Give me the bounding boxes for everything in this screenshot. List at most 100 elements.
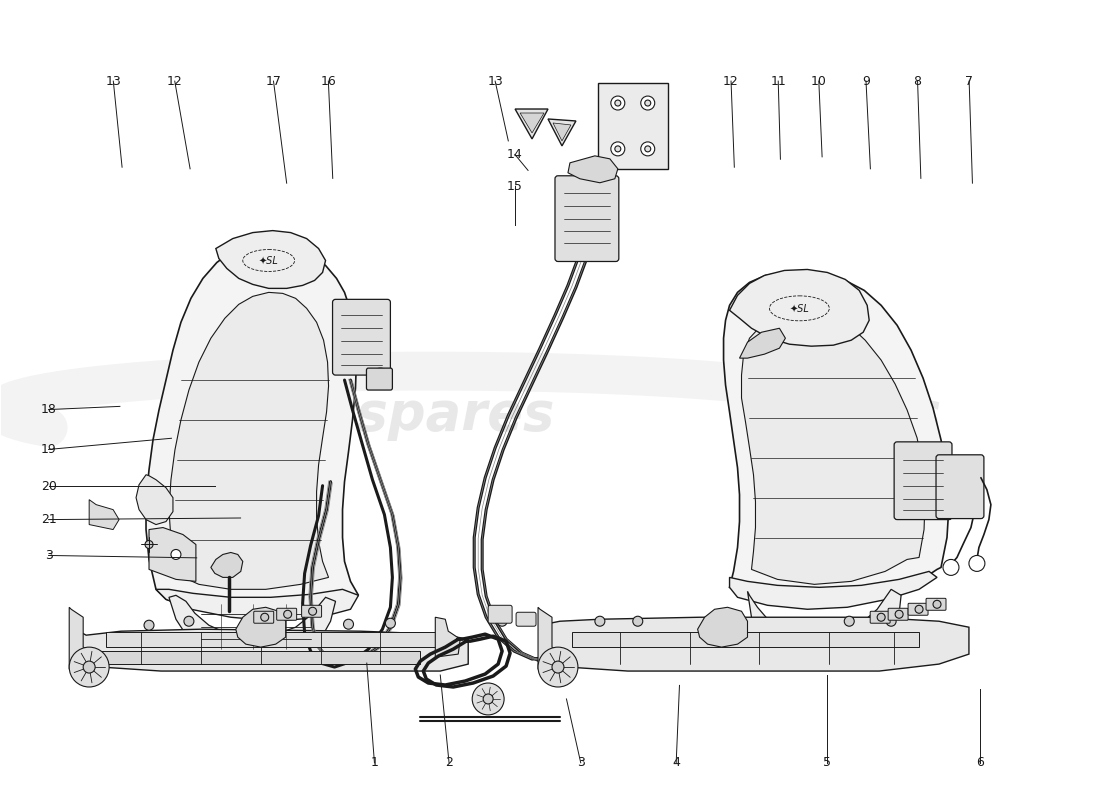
Text: 5: 5: [823, 756, 830, 770]
Text: .es: .es: [855, 389, 942, 441]
Polygon shape: [748, 590, 901, 662]
Circle shape: [610, 96, 625, 110]
Circle shape: [887, 616, 896, 626]
Polygon shape: [211, 553, 243, 578]
Circle shape: [343, 619, 353, 630]
Polygon shape: [69, 607, 97, 669]
Circle shape: [615, 146, 620, 152]
Text: 14: 14: [507, 148, 522, 161]
FancyBboxPatch shape: [894, 442, 952, 519]
Circle shape: [145, 541, 153, 549]
Polygon shape: [568, 156, 618, 182]
Text: 1: 1: [371, 756, 378, 770]
Polygon shape: [538, 607, 566, 669]
Text: 18: 18: [41, 403, 56, 416]
Polygon shape: [436, 618, 460, 657]
Circle shape: [895, 610, 903, 618]
Circle shape: [641, 142, 654, 156]
Text: 15: 15: [507, 180, 522, 193]
Circle shape: [632, 616, 642, 626]
Circle shape: [641, 96, 654, 110]
Text: 16: 16: [320, 74, 337, 88]
Circle shape: [309, 607, 317, 615]
Polygon shape: [572, 632, 920, 647]
Polygon shape: [729, 270, 869, 346]
Circle shape: [472, 683, 504, 715]
Circle shape: [483, 694, 493, 704]
Polygon shape: [739, 328, 785, 358]
Text: 4: 4: [672, 756, 680, 770]
Circle shape: [69, 647, 109, 687]
Circle shape: [84, 661, 96, 673]
Text: ✦SL: ✦SL: [790, 303, 810, 314]
Text: 13: 13: [106, 74, 121, 88]
FancyBboxPatch shape: [888, 608, 909, 620]
FancyBboxPatch shape: [488, 606, 513, 623]
Text: 11: 11: [770, 74, 786, 88]
Text: 12: 12: [167, 74, 183, 88]
Text: 7: 7: [965, 74, 974, 88]
Text: 20: 20: [41, 480, 56, 493]
Circle shape: [284, 610, 292, 618]
Polygon shape: [515, 109, 548, 139]
Circle shape: [645, 146, 651, 152]
Polygon shape: [553, 123, 571, 141]
Circle shape: [915, 606, 923, 614]
FancyBboxPatch shape: [277, 608, 297, 620]
Circle shape: [933, 600, 940, 608]
Polygon shape: [136, 474, 173, 525]
Text: 17: 17: [265, 74, 282, 88]
Polygon shape: [91, 651, 420, 664]
Text: 8: 8: [914, 74, 922, 88]
Polygon shape: [697, 607, 748, 647]
Polygon shape: [548, 119, 576, 146]
Text: 10: 10: [811, 74, 827, 88]
FancyBboxPatch shape: [301, 606, 321, 618]
Circle shape: [170, 550, 180, 559]
Text: eurospares: eurospares: [221, 389, 554, 441]
Polygon shape: [540, 618, 969, 671]
Circle shape: [615, 100, 620, 106]
Text: 3: 3: [576, 756, 585, 770]
Circle shape: [610, 142, 625, 156]
Polygon shape: [724, 273, 949, 602]
Polygon shape: [146, 242, 359, 610]
FancyBboxPatch shape: [870, 611, 890, 623]
Polygon shape: [520, 113, 544, 133]
Circle shape: [261, 614, 268, 622]
Circle shape: [144, 620, 154, 630]
Text: 2: 2: [446, 756, 453, 770]
Circle shape: [497, 616, 507, 626]
Polygon shape: [235, 607, 286, 647]
Text: 3: 3: [45, 549, 53, 562]
Polygon shape: [89, 500, 119, 530]
Circle shape: [969, 555, 984, 571]
FancyBboxPatch shape: [254, 611, 274, 623]
Circle shape: [845, 616, 855, 626]
Circle shape: [645, 100, 651, 106]
FancyBboxPatch shape: [556, 176, 619, 262]
Text: 9: 9: [862, 74, 870, 88]
FancyBboxPatch shape: [516, 612, 536, 626]
FancyBboxPatch shape: [909, 603, 928, 615]
Polygon shape: [729, 571, 937, 610]
Polygon shape: [216, 230, 326, 288]
FancyBboxPatch shape: [926, 598, 946, 610]
Polygon shape: [148, 527, 196, 582]
Polygon shape: [169, 595, 336, 664]
Text: 13: 13: [487, 74, 503, 88]
Circle shape: [943, 559, 959, 575]
FancyBboxPatch shape: [332, 299, 390, 375]
FancyBboxPatch shape: [936, 455, 983, 518]
Text: 12: 12: [723, 74, 739, 88]
Polygon shape: [72, 619, 469, 671]
Circle shape: [385, 618, 395, 628]
Text: ✦SL: ✦SL: [258, 255, 278, 266]
Polygon shape: [106, 632, 440, 647]
Circle shape: [552, 661, 564, 673]
Circle shape: [184, 616, 194, 626]
Polygon shape: [598, 83, 668, 169]
FancyBboxPatch shape: [366, 368, 393, 390]
Circle shape: [538, 647, 578, 687]
Circle shape: [877, 614, 886, 622]
